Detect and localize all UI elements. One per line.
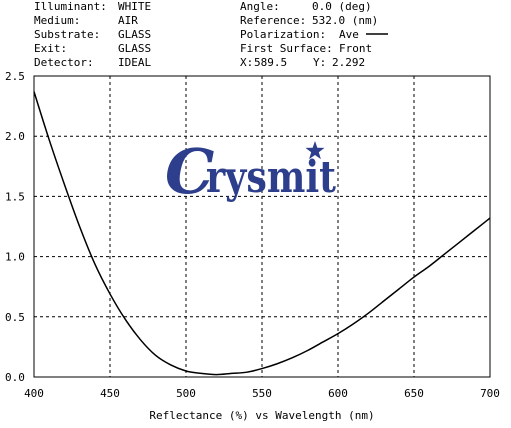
header-left-label: Detector: — [34, 56, 94, 69]
header-right-value: 532.0 (nm) — [312, 14, 378, 27]
series-line-ave — [33, 91, 491, 376]
header-right-label: Reference: — [240, 14, 306, 27]
watermark-star-icon — [305, 141, 325, 160]
y-tick-label: 0.5 — [5, 311, 25, 324]
header-right-value: Ave — [339, 28, 359, 41]
y-tick-label: 0.0 — [5, 371, 25, 384]
watermark-rest: rysmit — [206, 152, 337, 203]
header-left-label: Substrate: — [34, 28, 100, 41]
header-right-label: Angle: — [240, 0, 280, 13]
y-tick-label: 1.5 — [5, 190, 25, 203]
cursor-y-value: 2.292 — [332, 56, 365, 69]
x-tick-label: 550 — [252, 387, 272, 400]
y-tick-label: 1.0 — [5, 251, 25, 264]
axis-ticks: 400 450 500 550 600 650 700 0.0 0.5 1.0 1.5 2.0 2.5 — [5, 70, 500, 400]
series-group — [33, 91, 491, 376]
x-tick-label: 500 — [176, 387, 196, 400]
header-right-label: Polarization: — [240, 28, 326, 41]
header-left-label: Exit: — [34, 42, 67, 55]
watermark-initial: C — [165, 135, 214, 208]
cursor-y-label: Y: — [313, 56, 326, 69]
x-tick-label: 600 — [328, 387, 348, 400]
header-info: Illuminant: WHITE Medium: AIR Substrate: GLAS… — [34, 0, 378, 69]
grid — [34, 76, 490, 377]
plot-frame — [33, 75, 491, 378]
x-tick-label: 700 — [480, 387, 500, 400]
y-tick-label: 2.5 — [5, 70, 25, 83]
x-tick-label: 400 — [24, 387, 44, 400]
header-left-value: AIR — [118, 14, 138, 27]
x-tick-label: 650 — [404, 387, 424, 400]
header-left-label: Illuminant: — [34, 0, 107, 13]
x-axis-title: Reflectance (%) vs Wavelength (nm) — [149, 409, 374, 422]
header-right-label: First Surface: — [240, 42, 333, 55]
header-right-value: 0.0 (deg) — [312, 0, 372, 13]
header-right-label: X: — [240, 56, 253, 69]
header-right-value: 589.5 — [254, 56, 287, 69]
header-left-value: GLASS — [118, 28, 151, 41]
header-left-label: Medium: — [34, 14, 80, 27]
y-tick-label: 2.0 — [5, 130, 25, 143]
x-tick-label: 450 — [100, 387, 120, 400]
header-left-value: WHITE — [118, 0, 151, 13]
header-left-value: IDEAL — [118, 56, 151, 69]
header-right-value: Front — [339, 42, 372, 55]
header-left-value: GLASS — [118, 42, 151, 55]
